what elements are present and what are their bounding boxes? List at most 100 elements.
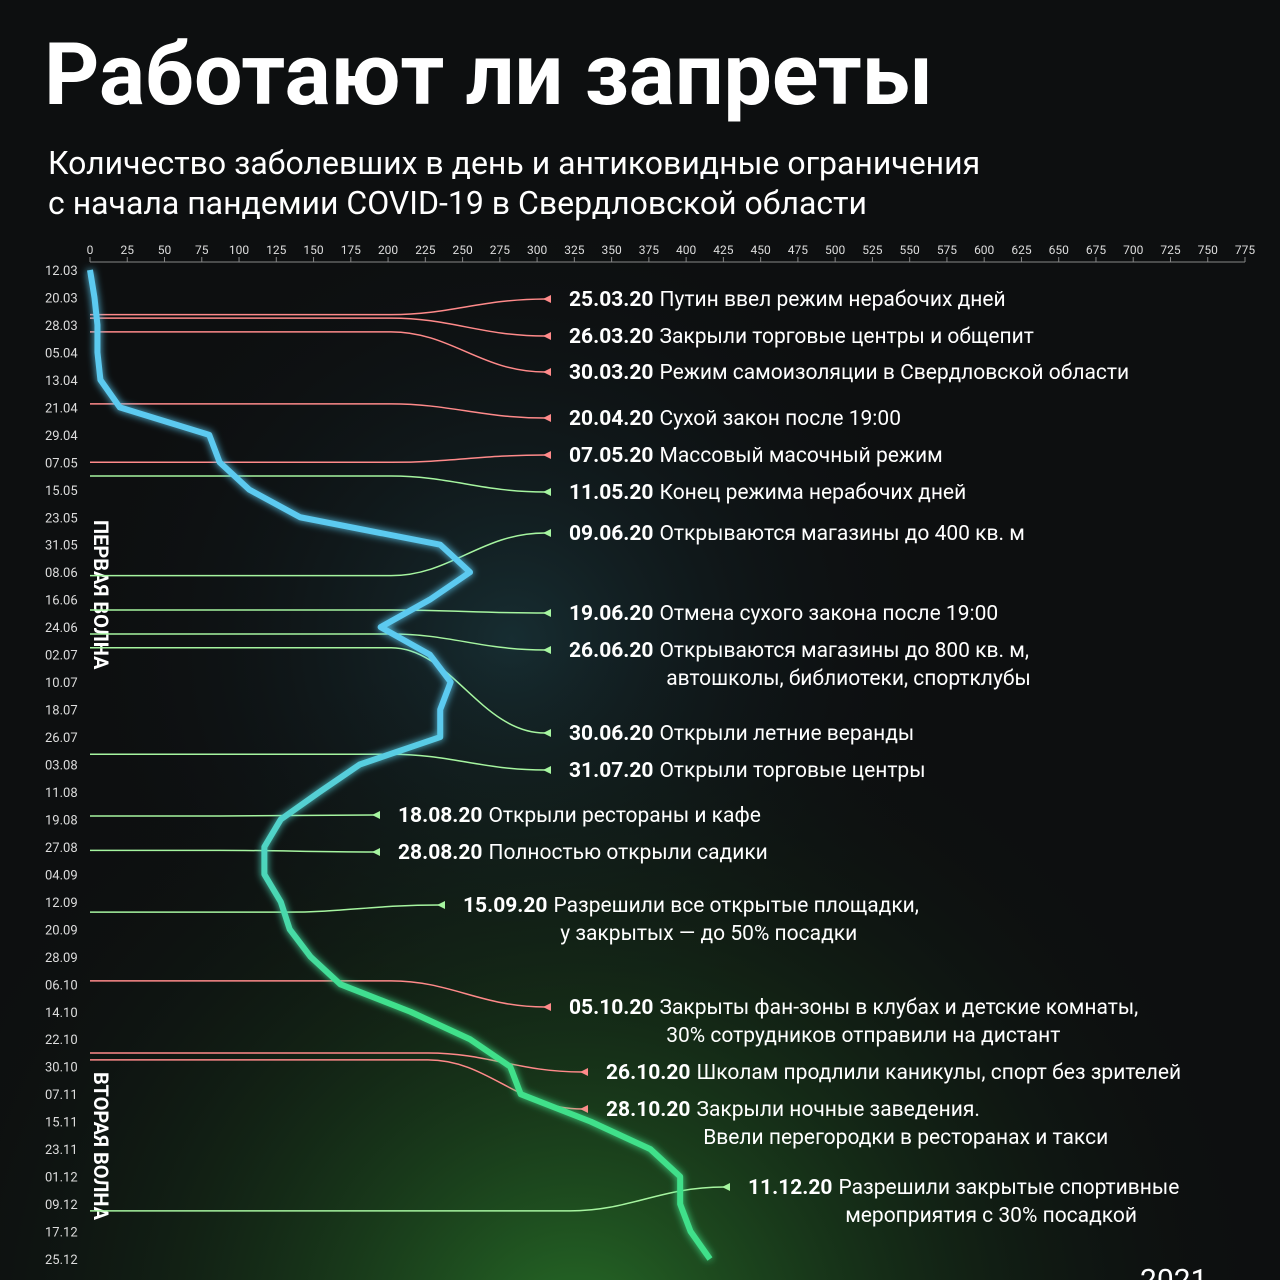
marker (543, 529, 551, 537)
annotation-text: Разрешили закрытые спортивные (838, 1176, 1179, 1200)
annotation-text: Открыли торговые центры (659, 759, 925, 783)
y-tick-label: 29.04 (45, 429, 78, 444)
annotation-date: 11.12.20 (748, 1176, 832, 1200)
annotation: 18.08.20 Открыли рестораны и кафе (398, 804, 761, 828)
annotation-text: Школам продлили каникулы, спорт без зрит… (696, 1061, 1181, 1085)
annotation-text: мероприятия с 30% посадкой (845, 1204, 1137, 1228)
x-tick-label: 325 (564, 243, 584, 257)
marker (543, 766, 551, 774)
x-tick-label: 750 (1198, 243, 1218, 257)
annotation-text: Ввели перегородки в ресторанах и такси (703, 1126, 1108, 1150)
x-tick-label: 100 (229, 243, 249, 257)
y-tick-label: 20.09 (45, 923, 78, 938)
annotation-text: Режим самоизоляции в Свердловской област… (659, 361, 1129, 385)
x-tick-label: 350 (601, 243, 621, 257)
marker (580, 1068, 588, 1076)
connector (90, 904, 440, 913)
wave-label: ПЕРВАЯ ВОЛНА (89, 520, 113, 670)
y-tick-label: 15.05 (45, 484, 78, 499)
annotation-date: 30.03.20 (569, 361, 653, 385)
marker (543, 332, 551, 340)
x-tick-label: 500 (825, 243, 845, 257)
connector (90, 403, 546, 419)
y-tick-label: 01.12 (45, 1171, 78, 1186)
annotation-date: 18.08.20 (398, 804, 482, 828)
y-tick-label: 21.04 (45, 401, 78, 416)
annotation-date: 15.09.20 (463, 894, 547, 918)
annotation: 30.03.20 Режим самоизоляции в Свердловско… (569, 361, 1129, 385)
connector (90, 454, 546, 464)
x-tick-label: 775 (1235, 243, 1255, 257)
annotation-text: Разрешили все открытые площадки, (553, 894, 918, 918)
annotation-text: Открываются магазины до 800 кв. м, (659, 639, 1029, 663)
x-tick-label: 275 (490, 243, 510, 257)
annotation: 11.05.20 Конец режима нерабочих дней (569, 481, 966, 505)
annotation: 26.10.20 Школам продлили каникулы, спорт … (606, 1061, 1181, 1085)
y-tick-label: 23.11 (45, 1143, 78, 1158)
annotation: 15.09.20 Разрешили все открытые площадки, (463, 894, 919, 918)
y-tick-label: 09.12 (45, 1198, 78, 1213)
connector (90, 609, 546, 614)
annotation-text: автошколы, библиотеки, спортклубы (666, 667, 1031, 691)
connector (90, 475, 546, 493)
y-tick-label: 15.11 (45, 1116, 78, 1131)
y-tick-label: 22.10 (45, 1033, 78, 1048)
annotation-text: Открыли рестораны и кафе (488, 804, 760, 828)
y-tick-label: 04.09 (45, 868, 78, 883)
annotation-text: Закрыты фан-зоны в клубах и детские комн… (659, 996, 1138, 1020)
y-tick-label: 05.04 (45, 346, 78, 361)
x-tick-label: 150 (303, 243, 323, 257)
annotation-text: Полностью открыли садики (488, 841, 767, 865)
y-tick-label: 18.07 (45, 704, 78, 719)
x-tick-label: 575 (937, 243, 957, 257)
annotation-date: 30.06.20 (569, 722, 653, 746)
annotation: 11.12.20 Разрешили закрытые спортивные (748, 1176, 1179, 1200)
annotation: 26.06.20 Открываются магазины до 800 кв. … (569, 639, 1029, 663)
annotation: 28.10.20 Закрыли ночные заведения. (606, 1098, 980, 1122)
x-tick-label: 475 (788, 243, 808, 257)
x-tick-label: 450 (751, 243, 771, 257)
x-tick-label: 700 (1123, 243, 1143, 257)
y-tick-label: 31.05 (45, 539, 78, 554)
annotation: 26.03.20 Закрыли торговые центры и общепи… (569, 325, 1034, 349)
annotation-date: 20.04.20 (569, 407, 653, 431)
x-tick-label: 525 (862, 243, 882, 257)
x-tick-label: 650 (1049, 243, 1069, 257)
annotation-date: 28.08.20 (398, 841, 482, 865)
x-tick-label: 25 (121, 243, 135, 257)
annotation-text: Закрыли торговые центры и общепит (659, 325, 1033, 349)
marker (543, 729, 551, 737)
subtitle: с начала пандемии COVID-19 в Свердловско… (48, 184, 867, 222)
x-tick-label: 200 (378, 243, 398, 257)
annotation: 30.06.20 Открыли летние веранды (569, 722, 914, 746)
x-tick-label: 50 (158, 243, 172, 257)
x-tick-label: 75 (195, 243, 209, 257)
y-tick-label: 02.07 (45, 649, 78, 664)
annotation: 20.04.20 Сухой закон после 19:00 (569, 407, 901, 431)
annotation-date: 11.05.20 (569, 481, 653, 505)
annotation-date: 28.10.20 (606, 1098, 690, 1122)
annotation: 05.10.20 Закрыты фан-зоны в клубах и детс… (569, 996, 1138, 1020)
annotation: 25.03.20 Путин ввел режим нерабочих дней (569, 288, 1006, 312)
title: Работают ли запреты (44, 24, 933, 125)
annotation-date: 09.06.20 (569, 522, 653, 546)
y-tick-label: 10.07 (45, 676, 78, 691)
marker (543, 414, 551, 422)
annotation-date: 05.10.20 (569, 996, 653, 1020)
y-tick-label: 23.05 (45, 511, 78, 526)
marker (543, 451, 551, 459)
annotation-date: 19.06.20 (569, 602, 653, 626)
y-tick-label: 07.05 (45, 456, 78, 471)
connector (90, 317, 546, 337)
y-tick-label: 08.06 (45, 566, 78, 581)
x-tick-label: 675 (1086, 243, 1106, 257)
marker (722, 1183, 730, 1191)
y-tick-label: 11.08 (45, 786, 78, 801)
marker (543, 646, 551, 654)
marker (543, 295, 551, 303)
x-tick-label: 175 (341, 243, 361, 257)
x-tick-label: 375 (639, 243, 659, 257)
annotation-date: 25.03.20 (569, 288, 653, 312)
x-tick-label: 625 (1011, 243, 1031, 257)
